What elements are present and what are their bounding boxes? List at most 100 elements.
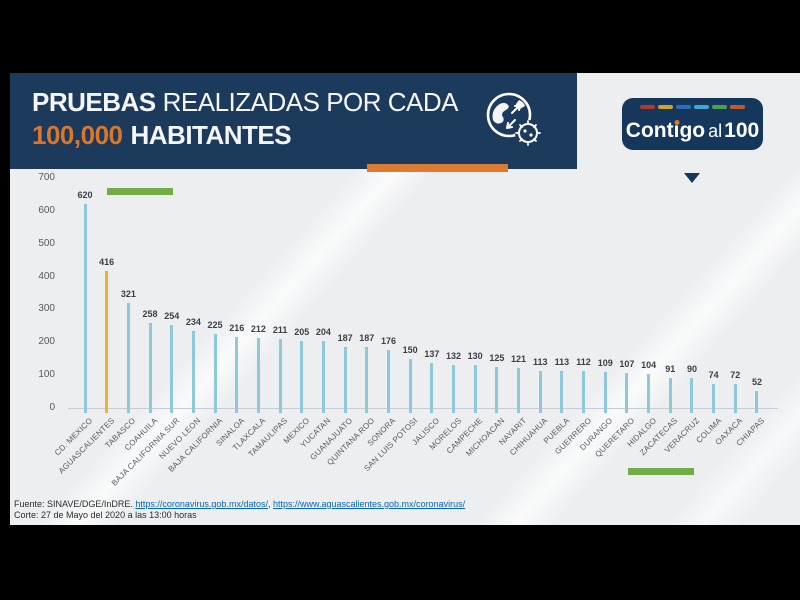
bar [105, 271, 109, 413]
bar [517, 368, 521, 413]
bar [712, 383, 716, 413]
bar-value-label: 258 [142, 309, 158, 320]
bar-value-label: 107 [619, 358, 635, 369]
bar-value-label: 121 [511, 354, 527, 365]
bar-value-label: 52 [751, 376, 762, 387]
bar [365, 346, 369, 413]
bar-value-label: 212 [250, 324, 266, 335]
y-tick-label: 0 [49, 402, 55, 413]
bar [278, 338, 282, 413]
bar-value-label: 74 [708, 369, 719, 380]
bar-value-label: 234 [185, 317, 201, 328]
bar [235, 337, 239, 413]
bar-value-label: 113 [532, 356, 548, 367]
bar-value-label: 109 [597, 358, 613, 369]
bar [321, 340, 325, 413]
bar-value-label: 204 [315, 326, 331, 337]
logo-dash [658, 105, 673, 109]
bar [126, 302, 130, 413]
bar-value-label: 125 [489, 352, 505, 363]
source-prefix: Fuente: SINAVE/DGE/InDRE. [14, 499, 136, 509]
bar-chart: 0 100 200 300 400 500 600 700 620 CD. MEXICO 416 AG… [10, 73, 800, 525]
bar-value-label: 112 [576, 357, 591, 368]
bar-value-label: 104 [641, 359, 657, 370]
bar [647, 373, 651, 413]
logo-dash [640, 105, 655, 109]
bar-value-label: 205 [294, 326, 310, 337]
title-number: 100,000 [32, 120, 123, 150]
cutoff-line: Corte: 27 de Mayo del 2020 a las 13:00 h… [14, 510, 197, 520]
globe-virus-icon [486, 92, 541, 146]
y-tick-label: 300 [38, 303, 55, 315]
source-link-1[interactable]: https://coronavirus.gob.mx/datos/ [135, 499, 268, 509]
bar-value-label: 416 [99, 257, 115, 268]
bar [690, 378, 694, 413]
orange-accent-bar [367, 164, 508, 172]
title-banner: PRUEBAS REALIZADAS POR CADA 100,000 HABITA… [10, 73, 577, 169]
title-line-2: 100,000 HABITANTES [32, 120, 292, 150]
bar-value-label: 216 [229, 323, 245, 334]
annotation-bar-bottom [628, 468, 694, 475]
bar [625, 372, 629, 413]
source-link-2[interactable]: https://www.aguascalientes.gob.mx/corona… [272, 499, 466, 509]
bar [300, 340, 304, 413]
bar [538, 370, 542, 413]
source-footer: Fuente: SINAVE/DGE/InDRE. https://corona… [14, 499, 465, 521]
bar [430, 362, 434, 413]
bar [582, 371, 586, 413]
bar-value-label: 137 [424, 348, 440, 359]
y-tick-label: 600 [38, 204, 55, 216]
bar [603, 372, 607, 413]
source-line: Fuente: SINAVE/DGE/InDRE. https://corona… [14, 499, 466, 509]
bar [473, 365, 477, 413]
logo-dash [712, 105, 727, 109]
bar-value-label: 130 [467, 351, 483, 362]
y-tick-label: 400 [38, 270, 55, 282]
bar [495, 366, 499, 413]
bar-value-label: 225 [207, 320, 223, 331]
logo-text: Contigo al100 [625, 119, 760, 142]
bar-value-label: 132 [445, 350, 462, 361]
bar-value-label: 176 [380, 336, 396, 347]
logo-speech-tail [684, 173, 700, 183]
bar-value-label: 72 [730, 370, 741, 381]
bar [733, 384, 737, 413]
title-line-1: PRUEBAS REALIZADAS POR CADA [32, 87, 459, 117]
bar [191, 331, 195, 413]
bar-value-label: 90 [686, 364, 697, 375]
bar-value-label: 254 [164, 310, 180, 321]
y-tick-label: 200 [38, 336, 55, 348]
y-tick-label: 700 [38, 172, 55, 183]
bar-value-label: 187 [337, 332, 353, 343]
bar-value-label: 91 [665, 364, 676, 375]
logo-color-dashes [622, 105, 763, 109]
logo-dash [694, 105, 709, 109]
bar [83, 204, 87, 413]
bar-value-label: 187 [359, 332, 375, 343]
x-axis-line [68, 408, 778, 409]
logo-dash [676, 105, 691, 109]
y-tick-label: 500 [38, 237, 55, 249]
bar-value-label: 113 [554, 356, 570, 367]
bar [452, 364, 455, 413]
bar [408, 358, 412, 413]
bar [343, 346, 347, 413]
bar-value-label: 620 [77, 190, 93, 201]
title-word-pruebas: PRUEBAS [32, 87, 156, 117]
bar [386, 350, 390, 413]
bar [213, 334, 217, 413]
slide-canvas: 0 100 200 300 400 500 600 700 620 CD. MEXICO 416 AG… [10, 73, 800, 525]
y-tick-label: 100 [38, 369, 55, 381]
bar [668, 378, 672, 413]
annotation-bar-top [107, 188, 173, 195]
bar [148, 323, 152, 413]
bar [256, 338, 260, 413]
contigo-al-100-logo: Contigo al100 [622, 98, 763, 183]
bar-value-label: 150 [402, 344, 418, 355]
bar [560, 370, 564, 413]
logo-dash [730, 105, 745, 109]
bar-value-label: 211 [272, 324, 288, 335]
bar [755, 390, 759, 413]
bar-value-label: 321 [120, 288, 136, 299]
